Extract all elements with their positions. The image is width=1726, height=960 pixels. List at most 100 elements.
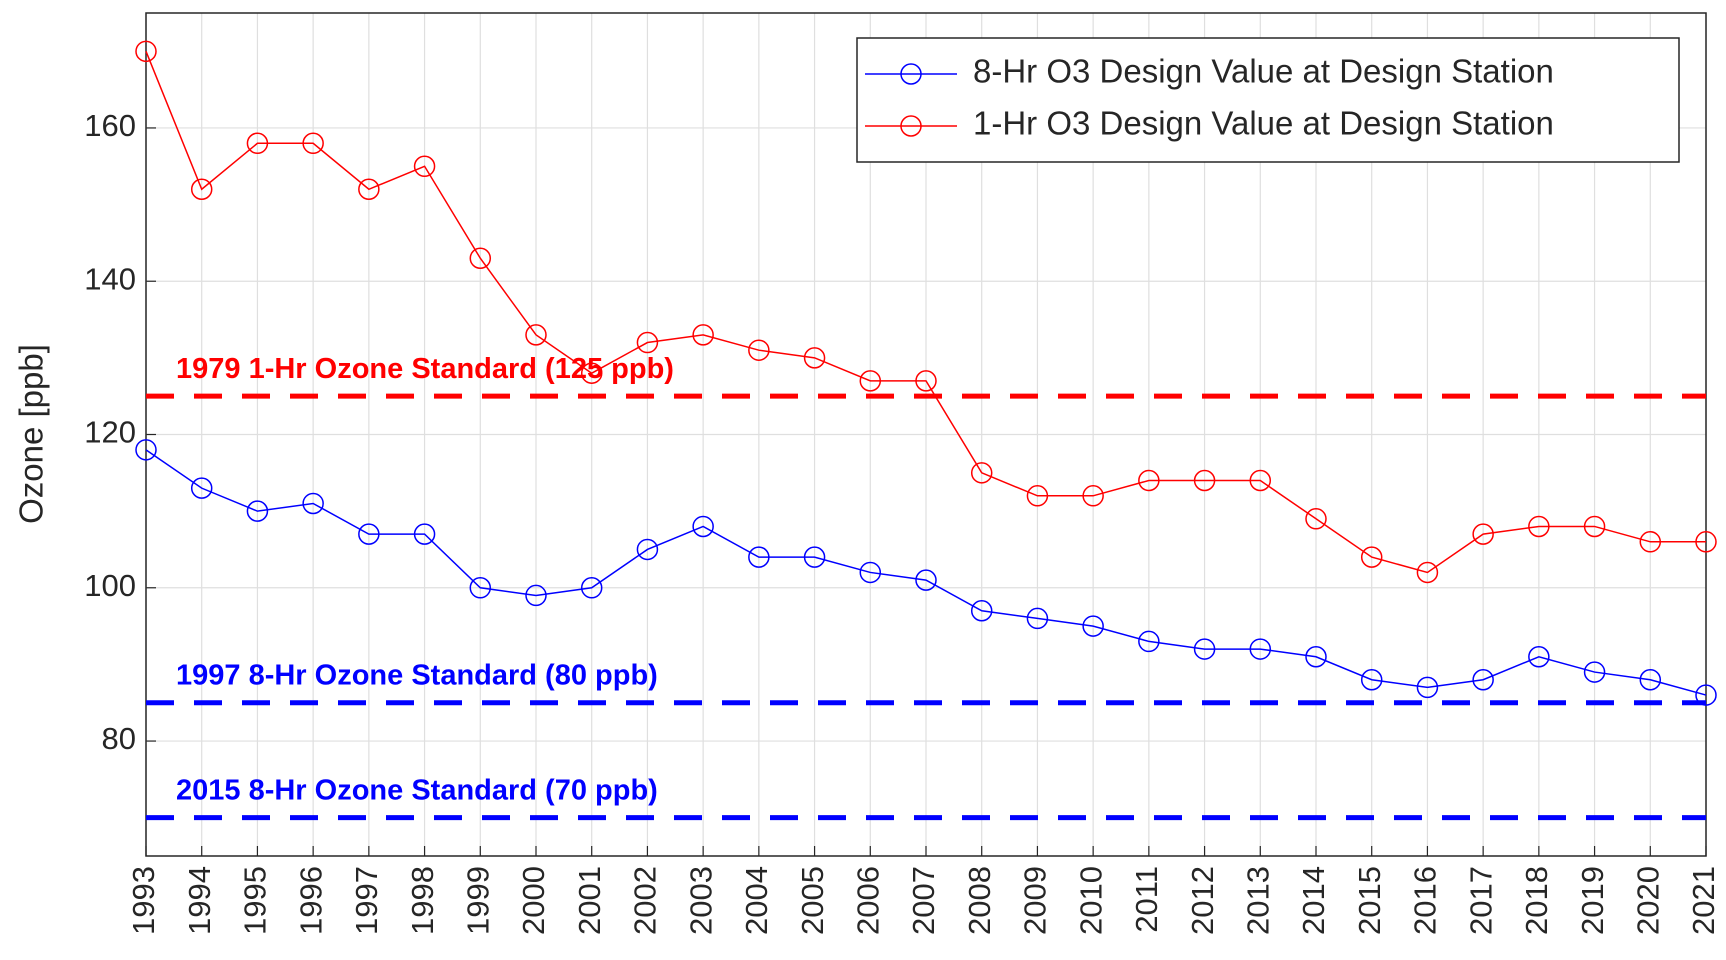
x-tick-label: 1999 (460, 866, 495, 935)
point-marker (525, 584, 547, 607)
point-marker (135, 439, 157, 461)
legend-marker (900, 63, 922, 85)
x-tick-label: 1996 (293, 866, 328, 935)
point-marker (190, 477, 213, 499)
x-tick-label: 1995 (238, 866, 273, 935)
x-tick-label: 2008 (962, 866, 997, 935)
point-marker (803, 546, 826, 568)
legend-marker (900, 115, 922, 137)
point-marker (1472, 523, 1494, 545)
point-marker (1416, 676, 1439, 699)
point-marker (636, 331, 659, 354)
x-tick-label: 2021 (1686, 866, 1721, 935)
point-marker (1193, 469, 1216, 492)
point-marker (803, 347, 826, 369)
series-line (145, 51, 1706, 574)
point-marker (1472, 668, 1494, 691)
reference-label: 1979 1-Hr Ozone Standard (125 ppb) (176, 353, 674, 385)
x-tick-label: 2009 (1018, 866, 1053, 935)
point-marker (580, 362, 603, 384)
point-marker (469, 577, 492, 599)
point-marker (1583, 515, 1606, 538)
point-marker (1695, 531, 1717, 553)
x-tick-label: 2010 (1073, 866, 1108, 935)
point-marker (692, 324, 714, 346)
point-marker (1360, 546, 1383, 568)
point-marker (1026, 485, 1049, 507)
point-marker (1249, 638, 1272, 660)
x-tick-label: 1997 (349, 866, 384, 935)
point-marker (915, 569, 937, 591)
point-marker (190, 178, 213, 201)
point-marker (1416, 561, 1439, 584)
point-marker (1305, 508, 1327, 530)
point-marker (302, 492, 324, 515)
x-tick-label: 2007 (906, 866, 941, 935)
legend-label: 8-Hr O3 Design Value at Design Station (973, 53, 1554, 90)
point-marker (1639, 531, 1662, 553)
point-marker (1193, 638, 1216, 660)
point-marker (1528, 645, 1550, 668)
x-tick-label: 2015 (1352, 866, 1387, 935)
point-marker (1026, 607, 1049, 630)
x-tick-label: 2005 (795, 866, 830, 935)
point-marker (748, 339, 770, 361)
x-tick-label: 2004 (739, 866, 774, 935)
point-marker (1528, 515, 1550, 538)
x-tick-label: 2011 (1129, 866, 1164, 933)
reference-label: 2015 8-Hr Ozone Standard (70 ppb) (176, 774, 658, 806)
x-tick-label: 2017 (1463, 866, 1498, 935)
point-marker (692, 515, 714, 538)
y-tick-label: 140 (84, 261, 136, 296)
y-tick-label: 80 (102, 721, 136, 756)
y-tick-label: 120 (84, 415, 136, 450)
point-marker (358, 523, 380, 545)
reference-label: 1997 8-Hr Ozone Standard (80 ppb) (176, 659, 658, 691)
point-marker (748, 546, 770, 568)
x-tick-label: 2006 (850, 866, 885, 935)
point-marker (1583, 661, 1606, 683)
point-marker (1360, 668, 1383, 691)
x-tick-label: 1993 (126, 866, 161, 935)
series-line (145, 449, 1707, 696)
point-marker (302, 132, 324, 155)
y-tick-label: 160 (84, 108, 136, 143)
x-tick-label: 1994 (182, 866, 217, 935)
legend-label: 1-Hr O3 Design Value at Design Station (973, 105, 1554, 142)
point-marker (469, 247, 492, 269)
point-marker (135, 40, 157, 63)
point-marker (1695, 684, 1717, 706)
point-marker (970, 462, 993, 484)
x-tick-label: 2000 (516, 866, 551, 935)
point-marker (859, 370, 882, 392)
x-tick-label: 2016 (1408, 866, 1443, 935)
x-tick-label: 2020 (1630, 866, 1665, 935)
point-marker (636, 538, 659, 561)
point-marker (413, 523, 436, 545)
point-marker (246, 500, 269, 522)
point-marker (1138, 630, 1160, 653)
x-tick-label: 2013 (1240, 866, 1275, 935)
point-marker (525, 324, 547, 346)
point-marker (1639, 668, 1662, 691)
x-tick-label: 2002 (628, 866, 663, 935)
point-marker (1305, 645, 1327, 668)
x-tick-label: 1998 (405, 866, 440, 935)
x-tick-label: 2003 (683, 866, 718, 935)
point-marker (1082, 615, 1104, 637)
point-marker (246, 132, 269, 155)
x-tick-label: 2014 (1296, 866, 1331, 935)
point-marker (358, 178, 380, 201)
point-marker (970, 600, 993, 622)
point-marker (859, 561, 882, 584)
point-marker (1249, 469, 1272, 492)
point-marker (915, 370, 937, 392)
axes-box (145, 12, 1707, 857)
x-tick-label: 2019 (1575, 866, 1610, 935)
y-tick-label: 100 (84, 568, 136, 603)
point-marker (580, 577, 603, 599)
y-axis-label: Ozone [ppb] (13, 344, 50, 524)
point-marker (1138, 469, 1160, 492)
